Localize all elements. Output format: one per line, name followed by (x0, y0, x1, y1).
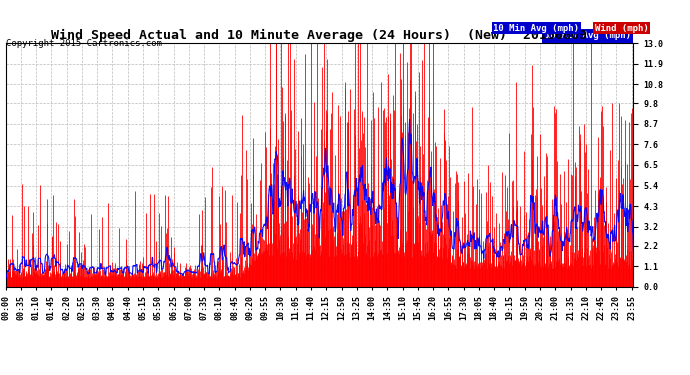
Text: 10 Min Avg (mph): 10 Min Avg (mph) (493, 24, 580, 33)
Text: Wind (mph): Wind (mph) (595, 24, 649, 33)
Text: 10 Min Avg (mph): 10 Min Avg (mph) (544, 32, 631, 40)
Title: Wind Speed Actual and 10 Minute Average (24 Hours)  (New)  20150609: Wind Speed Actual and 10 Minute Average … (52, 29, 587, 42)
Text: Copyright 2015 Cartronics.com: Copyright 2015 Cartronics.com (6, 39, 161, 48)
